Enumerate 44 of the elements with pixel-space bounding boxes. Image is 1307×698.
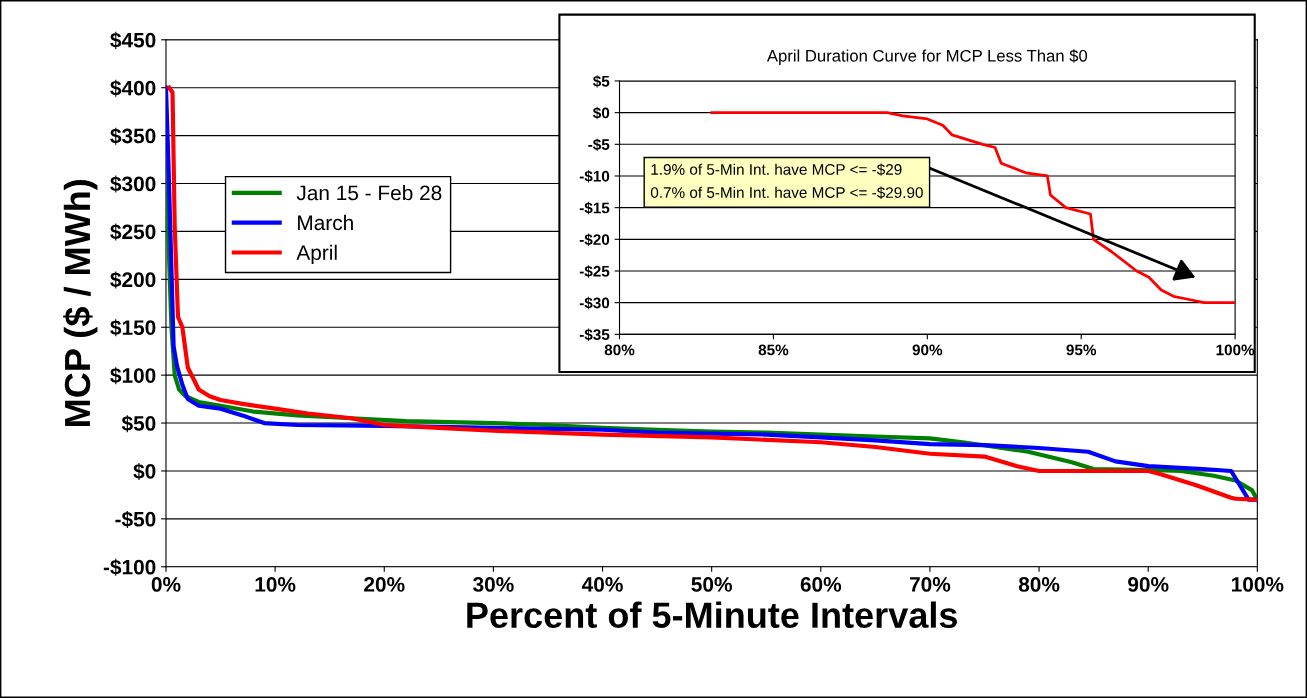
annotation: 1.9% of 5-Min Int. have MCP <= -$29 0.7% of 5-Min Int. have MCP <= -$29.90: [650, 163, 923, 199]
y-tick-label: -$25: [579, 265, 610, 278]
legend-label: April: [296, 244, 337, 265]
y-tick-label: -$5: [588, 138, 610, 151]
y-tick-label: $50: [121, 415, 156, 433]
x-tick-label: 40%: [581, 577, 623, 592]
x-tick-label: 95%: [1066, 344, 1097, 356]
y-tick-label: $450: [110, 31, 156, 49]
y-tick-label: -$100: [103, 558, 156, 576]
y-tick-label: $0: [133, 463, 156, 481]
x-tick-label: 80%: [1018, 577, 1060, 592]
x-tick-label: 60%: [800, 577, 842, 592]
y-tick-label: $200: [110, 271, 156, 289]
y-tick-label: -$10: [579, 170, 610, 183]
x-tick-label: 85%: [758, 344, 789, 356]
y-tick-label: $5: [593, 75, 610, 88]
y-tick-label: $100: [110, 367, 156, 385]
y-tick-label: $400: [110, 79, 156, 97]
y-tick-label: $300: [110, 175, 156, 193]
y-tick-label: -$20: [579, 233, 610, 246]
y-tick-label: $150: [110, 319, 156, 337]
x-tick-label: 0%: [151, 577, 181, 592]
x-axis-title: Percent of 5-Minute Intervals: [467, 601, 958, 628]
x-tick-label: 30%: [473, 577, 514, 592]
x-tick-label: 100%: [1216, 344, 1255, 356]
legend-label: Jan 15 - Feb 28: [296, 185, 442, 201]
x-tick-label: 20%: [364, 577, 405, 592]
y-axis-title: MCP ($ / MWh): [63, 180, 98, 426]
x-tick-label: 50%: [691, 577, 732, 592]
y-tick-label: -$50: [115, 510, 156, 528]
x-tick-label: 100%: [1232, 577, 1284, 592]
chart-title: April Duration Curve for MCP Less Than $0: [766, 49, 1088, 65]
x-tick-label: 90%: [912, 344, 943, 356]
x-tick-label: 80%: [604, 344, 635, 356]
y-tick-label: -$15: [579, 201, 610, 215]
y-tick-label: -$35: [579, 328, 610, 342]
x-tick-label: 10%: [255, 577, 296, 592]
y-tick-label: $250: [110, 223, 156, 241]
x-tick-label: 70%: [909, 577, 951, 592]
legend-label: March: [298, 214, 353, 231]
x-tick-label: 90%: [1128, 577, 1169, 592]
y-tick-label: $350: [110, 127, 156, 145]
y-tick-label: $0: [593, 106, 610, 120]
y-tick-label: -$30: [579, 296, 610, 310]
